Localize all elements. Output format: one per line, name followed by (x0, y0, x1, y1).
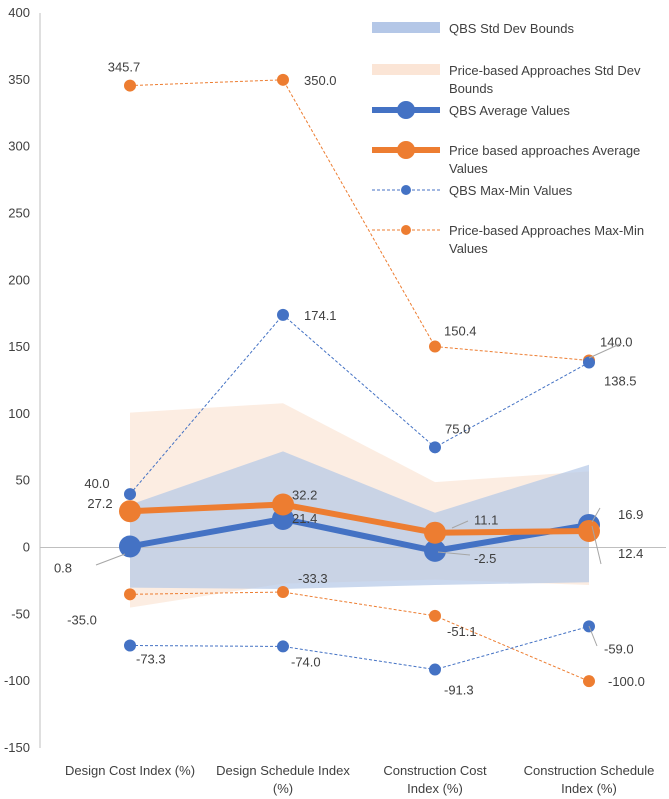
data-label: 174.1 (304, 308, 337, 323)
qbs-max-point (124, 488, 136, 501)
data-label: 11.1 (474, 513, 498, 528)
leader-line (588, 342, 623, 359)
legend-label: Price-based Approaches Std Dev (449, 63, 641, 78)
y-tick-label: 50 (16, 473, 30, 488)
x-tick-label: Index (%) (407, 781, 463, 796)
data-label: 75.0 (445, 421, 470, 436)
leader-line (588, 625, 598, 647)
x-tick-label: Index (%) (561, 781, 617, 796)
price-max-point (429, 340, 441, 353)
legend-label: Values (449, 161, 488, 176)
leader-line (451, 520, 469, 529)
legend: QBS Std Dev Bounds Price-based Approaches… (372, 21, 644, 256)
legend-label: Price-based Approaches Max-Min (449, 223, 644, 238)
price-average-point (424, 521, 446, 544)
legend-marker-price-average (397, 141, 415, 159)
y-tick-label: 0 (23, 540, 30, 555)
price-min-line (129, 591, 590, 682)
leader-line (591, 525, 602, 565)
data-label: -33.3 (298, 571, 328, 586)
y-tick-label: 350 (8, 72, 30, 87)
x-tick-label: Construction Schedule (524, 763, 655, 778)
qbs-min-point (124, 639, 136, 652)
price-max-point (124, 79, 136, 92)
price-min-point (429, 609, 441, 622)
price-average-point (119, 500, 141, 523)
y-tick-label: 200 (8, 272, 30, 287)
data-label: 0.8 (54, 560, 72, 575)
qbs-average-point (424, 539, 446, 562)
price-average-point (272, 493, 294, 516)
qbs-average-point (119, 535, 141, 558)
y-tick-label: 150 (8, 339, 30, 354)
legend-marker-price-maxmin (401, 225, 411, 235)
data-label: 32.2 (292, 488, 317, 503)
legend-marker-qbs-maxmin (401, 185, 411, 195)
y-tick-label: -100 (4, 673, 30, 688)
qbs-max-point (277, 308, 289, 321)
qbs-min-point (277, 640, 289, 653)
legend-swatch-qbs-band (372, 22, 440, 33)
x-tick-label: Design Cost Index (%) (65, 763, 195, 778)
price-min-point (277, 586, 289, 599)
legend-swatch-price-band (372, 64, 440, 75)
axes: -150 -100 -50 0 50 100 150 200 250 300 350 400 Desig… (4, 5, 666, 796)
leader-line (95, 553, 126, 566)
legend-label: QBS Max-Min Values (449, 183, 573, 198)
data-label: -74.0 (291, 654, 321, 669)
legend-label: QBS Average Values (449, 103, 570, 118)
x-tick-label: (%) (273, 781, 293, 796)
price-max-line (129, 79, 590, 361)
legend-label: Values (449, 241, 488, 256)
data-label: -59.0 (604, 641, 634, 656)
data-label: 16.9 (618, 507, 643, 522)
x-tick-label: Construction Cost (383, 763, 487, 778)
qbs-min-line (129, 625, 590, 671)
qbs-max-line (129, 314, 590, 495)
leader-line (437, 551, 471, 556)
price-min-point (583, 675, 595, 688)
qbs-min-point (429, 663, 441, 676)
data-label: 138.5 (604, 373, 637, 388)
legend-marker-qbs-average (397, 101, 415, 119)
x-tick-label: Design Schedule Index (216, 763, 350, 778)
y-tick-label: 400 (8, 5, 30, 20)
qbs-max-point (429, 441, 441, 454)
price-max-point (277, 73, 289, 86)
data-label: 40.0 (84, 476, 109, 491)
leader-line (591, 507, 601, 523)
data-label: 140.0 (600, 334, 633, 349)
data-label: 350.0 (304, 73, 337, 88)
legend-label: Bounds (449, 81, 494, 96)
y-tick-label: -50 (11, 606, 30, 621)
data-label: -100.0 (608, 674, 645, 689)
data-label: 12.4 (618, 546, 643, 561)
qbs-average-line (129, 515, 590, 554)
price-average-line (129, 501, 590, 536)
series-lines (119, 73, 600, 688)
data-label: -91.3 (444, 683, 474, 698)
price-min-point (124, 588, 136, 601)
data-label: 150.4 (444, 324, 477, 339)
qbs-max-point (583, 356, 595, 369)
legend-label: QBS Std Dev Bounds (449, 21, 575, 36)
price-average-point (578, 519, 600, 542)
legend-label: Price based approaches Average (449, 143, 640, 158)
data-label: 27.2 (87, 496, 112, 511)
data-label: 345.7 (108, 60, 141, 75)
data-label: -73.3 (136, 652, 166, 667)
y-tick-label: 250 (8, 205, 30, 220)
data-label: 21.4 (292, 511, 317, 526)
y-tick-label: -150 (4, 740, 30, 755)
data-label: -2.5 (474, 551, 496, 566)
data-labels: 345.7 350.0 150.4 140.0 40.0 174.1 75.0 138.5 27… (54, 60, 645, 698)
data-label: -51.1 (447, 624, 477, 639)
y-tick-label: 300 (8, 139, 30, 154)
y-tick-label: 100 (8, 406, 30, 421)
data-label: -35.0 (67, 612, 97, 627)
